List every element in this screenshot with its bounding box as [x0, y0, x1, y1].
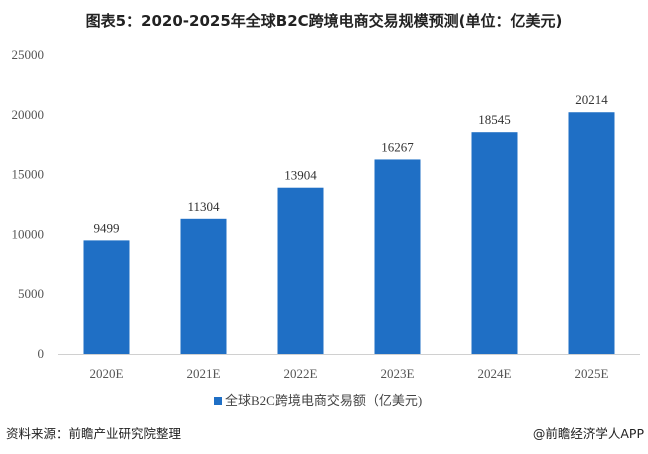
- data-label: 13904: [284, 168, 317, 183]
- x-tick-label: 2022E: [284, 366, 318, 381]
- credit-note: @前瞻经济学人APP: [533, 426, 645, 441]
- legend-label: 全球B2C跨境电商交易额（亿美元): [225, 393, 422, 408]
- bar-2021E: [180, 218, 227, 354]
- y-tick-label: 10000: [12, 226, 45, 241]
- y-tick-label: 15000: [12, 167, 45, 182]
- x-tick-label: 2020E: [90, 366, 124, 381]
- data-label: 9499: [94, 220, 120, 235]
- data-label: 20214: [575, 92, 608, 107]
- data-label: 16267: [381, 139, 414, 154]
- bar-2022E: [277, 187, 324, 354]
- x-tick-label: 2025E: [575, 366, 609, 381]
- chart-title: 图表5：2020-2025年全球B2C跨境电商交易规模预测(单位：亿美元): [86, 12, 563, 30]
- bar-2025E: [568, 112, 615, 354]
- data-label: 18545: [478, 112, 511, 127]
- y-tick-label: 0: [38, 346, 45, 361]
- x-tick-label: 2023E: [381, 366, 415, 381]
- y-tick-label: 20000: [12, 107, 45, 122]
- legend-swatch: [214, 397, 222, 405]
- y-tick-label: 25000: [12, 47, 45, 62]
- x-tick-label: 2021E: [187, 366, 221, 381]
- bar-2020E: [83, 240, 130, 354]
- source-note: 资料来源：前瞻产业研究院整理: [6, 426, 182, 441]
- x-tick-label: 2024E: [478, 366, 512, 381]
- bar-2024E: [471, 132, 518, 354]
- y-tick-label: 5000: [18, 286, 44, 301]
- data-label: 11304: [187, 199, 220, 214]
- bar-2023E: [374, 159, 421, 354]
